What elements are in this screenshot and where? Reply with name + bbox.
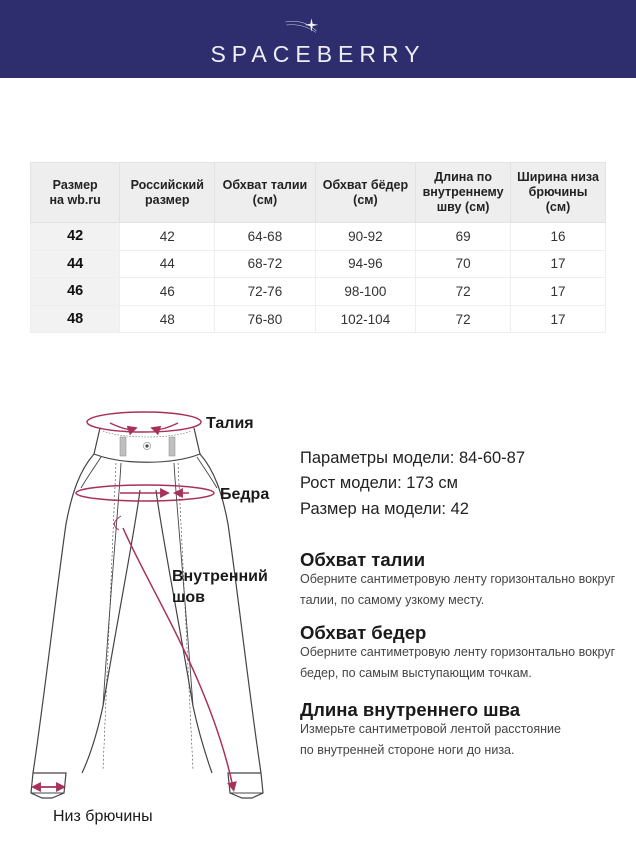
svg-text:Внутренний: Внутренний (172, 568, 268, 585)
svg-text:шов: шов (172, 589, 205, 606)
svg-text:Низ брючины: Низ брючины (53, 808, 153, 825)
svg-text:Бедра: Бедра (220, 486, 269, 503)
svg-text:Талия: Талия (206, 415, 254, 432)
